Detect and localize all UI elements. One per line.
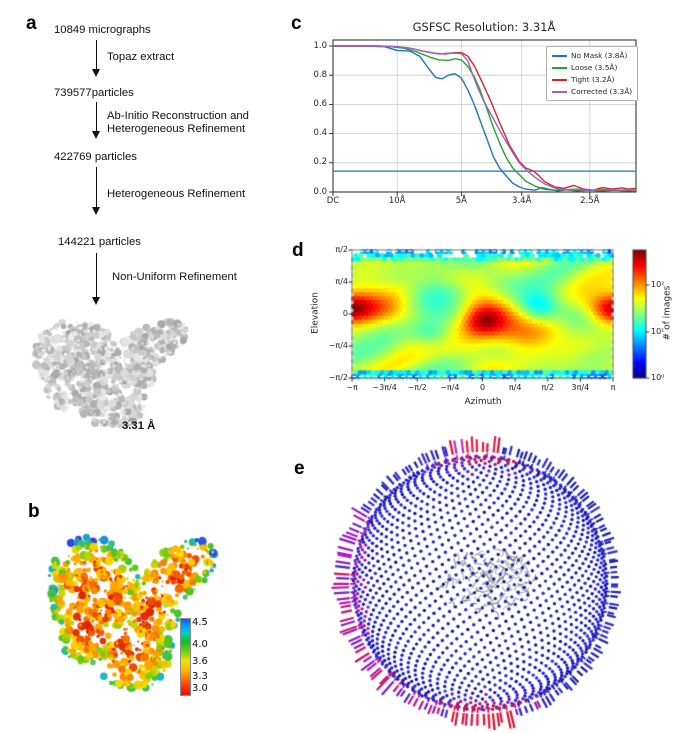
local-res-colorbar-tick: 3.3 (192, 671, 208, 682)
legend-row-2: Tight (3.2Å) (552, 75, 632, 84)
fsc-y-tick: 0.4 (313, 128, 327, 139)
heatmap-x-tick: π/2 (541, 383, 555, 392)
heatmap-colorbar-label: # of images (662, 285, 673, 341)
heatmap-x-tick: π (610, 383, 616, 392)
legend-line-swatch (552, 90, 567, 93)
fsc-y-tick: 0.8 (313, 69, 327, 80)
heatmap-ylabel: Elevation (310, 292, 321, 334)
legend-row-0: No Mask (3.8Å) (552, 51, 632, 60)
heatmap-x-tick: −π/4 (440, 383, 460, 392)
fsc-x-tick: 5Å (455, 196, 467, 206)
legend-label: Loose (3.5Å) (571, 63, 618, 72)
gsfsc-legend: No Mask (3.8Å) Loose (3.5Å) Tight (3.2Å) Co… (546, 46, 639, 101)
gsfsc-plot (329, 39, 637, 196)
plot-border (332, 39, 637, 193)
orientation-heatmap (345, 245, 682, 405)
flow-node-particles-1: 739577particles (54, 87, 134, 99)
legend-label: No Mask (3.8Å) (571, 51, 628, 60)
fsc-x-tick: 10Å (388, 196, 406, 206)
heatmap-colorbar-tick: 10² (651, 279, 665, 289)
local-res-colorbar-tick: 3.6 (192, 656, 208, 667)
legend-label: Tight (3.2Å) (571, 75, 615, 84)
panel-c-letter: c (291, 13, 302, 34)
heatmap-colorbar-tick: 10⁰ (651, 372, 665, 382)
local-res-colorbar-tick: 3.0 (192, 683, 208, 694)
legend-line-swatch (552, 66, 567, 69)
fsc-y-tick: 0.2 (313, 157, 327, 168)
heatmap-y-tick: 0 (342, 308, 348, 318)
heatmap-xlabel: Azimuth (464, 397, 502, 407)
legend-row-1: Loose (3.5Å) (552, 63, 632, 72)
heatmap-x-tick: π/4 (508, 383, 522, 392)
fsc-y-tick: 1.0 (313, 40, 327, 51)
fsc-curve-3 (333, 45, 637, 192)
flow-arrow-down (91, 102, 100, 139)
fsc-y-tick: 0.6 (313, 98, 327, 109)
flow-step-hetero-refine: Heterogeneous Refinement (107, 188, 246, 200)
heatmap-x-tick: 3π/4 (571, 383, 590, 392)
heatmap-y-tick: π/2 (335, 244, 348, 254)
density-map-gray (22, 295, 227, 460)
local-resolution-colorbar (180, 618, 191, 696)
fsc-title: GSFSC Resolution: 3.31Å (412, 20, 556, 34)
local-res-colorbar-tick: 4.5 (192, 617, 208, 628)
flow-arrow-down (91, 40, 100, 77)
flow-step-abinitio-hetero: Ab-Initio Reconstruction and Heterogeneo… (107, 110, 249, 135)
fsc-curve-1 (333, 45, 637, 192)
local-resolution-map (25, 500, 255, 734)
heatmap-y-tick: −π/2 (328, 372, 348, 382)
fsc-y-tick: 0.0 (313, 186, 327, 197)
heatmap-y-tick: −π/4 (328, 340, 348, 350)
legend-line-swatch (552, 78, 567, 81)
panel-a-letter: a (26, 13, 37, 34)
fsc-x-tick: 2.5Å (580, 196, 600, 206)
flow-arrow-down (91, 253, 100, 305)
heatmap-y-tick: π/4 (335, 276, 348, 286)
fsc-x-tick: 3.4Å (512, 196, 532, 206)
heatmap-colorbar-tick: 10¹ (651, 326, 665, 336)
flow-node-micrographs: 10849 micrographs (54, 24, 151, 36)
panel-e-letter: e (294, 458, 305, 479)
flow-node-particles-2: 422769 particles (54, 151, 137, 163)
legend-row-3: Corrected (3.3Å) (552, 87, 632, 96)
angular-distribution-sphere (330, 430, 650, 730)
map-resolution-label: 3.31 Å (122, 420, 156, 432)
heatmap-x-tick: −π/2 (407, 383, 427, 392)
heatmap-x-tick: 0 (479, 383, 486, 392)
fsc-x-tick: DC (326, 196, 340, 206)
flow-node-particles-3: 144221 particles (58, 236, 141, 248)
local-res-colorbar-tick: 4.0 (192, 639, 208, 650)
flow-step-topaz-extract: Topaz extract (107, 51, 175, 63)
flow-step-nonuniform-refine: Non-Uniform Refinement (112, 271, 237, 283)
heatmap-x-tick: −3π/4 (372, 383, 397, 392)
legend-line-swatch (552, 54, 567, 57)
legend-label: Corrected (3.3Å) (571, 87, 633, 96)
panel-d-letter: d (292, 240, 304, 261)
flow-arrow-down (91, 167, 100, 215)
heatmap-x-tick: −π (346, 383, 358, 392)
